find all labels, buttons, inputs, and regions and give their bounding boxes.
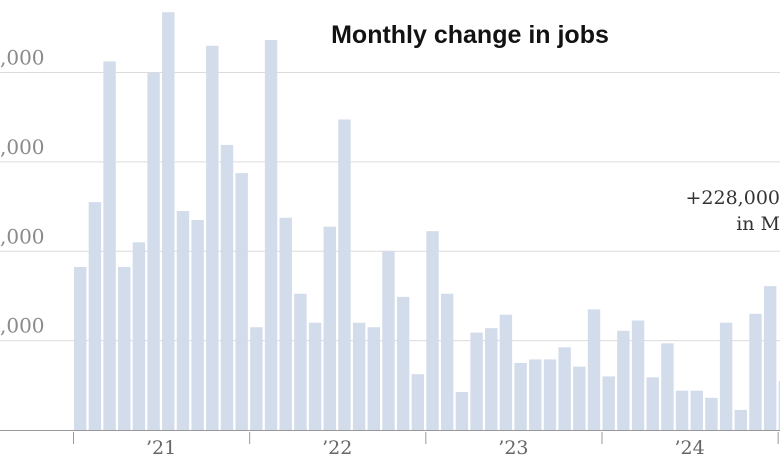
bar xyxy=(543,359,557,430)
bar xyxy=(279,217,292,430)
bar xyxy=(338,119,351,431)
bar xyxy=(617,330,630,430)
bar xyxy=(191,220,204,430)
bar xyxy=(396,296,410,430)
bar xyxy=(602,376,615,430)
bar xyxy=(690,390,703,430)
y-tick-label: ,000 xyxy=(0,135,45,159)
y-tick-label: ,000 xyxy=(0,46,45,70)
bar xyxy=(206,45,219,430)
bar xyxy=(763,286,777,430)
bar xyxy=(778,380,780,430)
bar xyxy=(118,266,131,430)
bar xyxy=(264,39,278,431)
chart-title: Monthly change in jobs xyxy=(331,21,609,49)
bar xyxy=(514,362,527,430)
y-axis-ticks: ,000 ,000 ,000 ,000 xyxy=(0,46,45,338)
bar xyxy=(162,12,175,431)
bars xyxy=(74,12,780,431)
bar xyxy=(661,343,674,430)
x-axis: ’21 ’22 ’23 ’24 xyxy=(0,430,780,459)
bar xyxy=(675,390,689,430)
bar xyxy=(308,322,322,430)
bar xyxy=(470,332,483,430)
bar xyxy=(323,226,336,430)
x-tick-label: ’22 xyxy=(322,437,352,459)
y-tick-label: ,000 xyxy=(0,224,45,248)
bar xyxy=(631,320,645,430)
y-tick-label: ,000 xyxy=(0,314,45,338)
annotation-line-1: +228,000 xyxy=(686,187,780,209)
bar xyxy=(558,347,571,430)
bar xyxy=(132,242,146,430)
bar xyxy=(220,144,234,431)
x-tick-label: ’23 xyxy=(498,437,528,459)
bar xyxy=(147,72,160,430)
bar xyxy=(587,309,601,430)
bar xyxy=(250,327,263,430)
bar xyxy=(485,328,498,430)
bar xyxy=(455,392,469,430)
bar xyxy=(74,266,87,430)
bar xyxy=(411,374,425,430)
bar xyxy=(734,409,747,430)
bar xyxy=(88,202,102,430)
bar xyxy=(367,327,380,430)
bar xyxy=(573,366,586,430)
bar xyxy=(176,211,190,430)
bar xyxy=(294,293,307,430)
bar xyxy=(749,313,762,430)
bar xyxy=(103,61,116,430)
bar xyxy=(705,397,718,430)
bar xyxy=(441,293,454,430)
bar xyxy=(352,322,366,430)
bar xyxy=(646,377,659,430)
bar xyxy=(529,359,542,430)
x-tick-label: ’24 xyxy=(674,437,704,459)
bar xyxy=(499,314,513,430)
bar xyxy=(719,322,733,430)
bar xyxy=(382,251,395,430)
annotation-line-2: in M xyxy=(736,213,780,235)
bar xyxy=(426,231,439,430)
x-tick-label: ’21 xyxy=(146,437,176,459)
bar xyxy=(235,173,248,430)
